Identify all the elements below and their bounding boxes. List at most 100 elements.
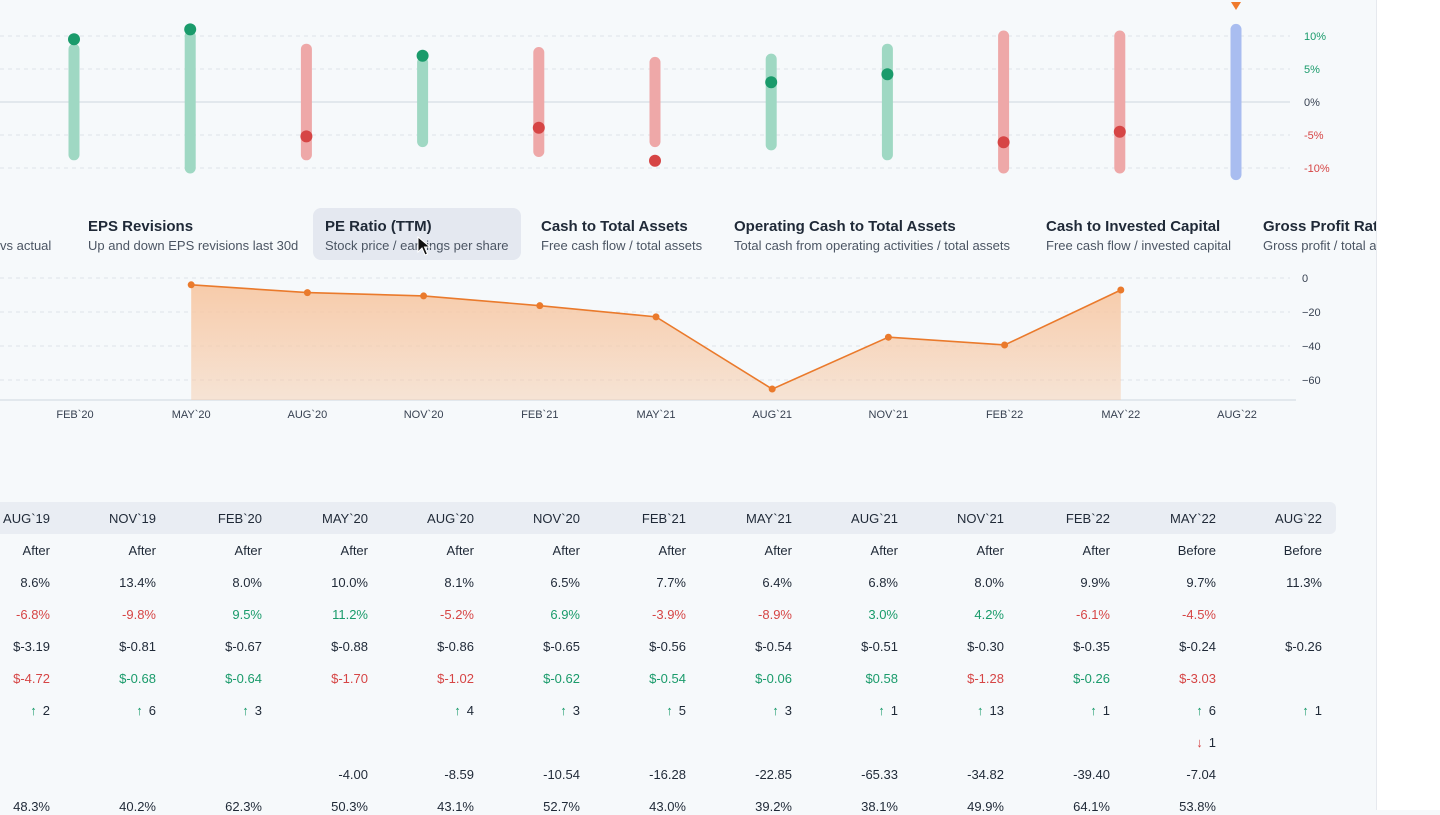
table-cell-revisions-up: ↑ 3 (682, 703, 792, 719)
pe-point[interactable] (768, 385, 776, 393)
pe-point[interactable] (420, 292, 428, 300)
metric-tab[interactable]: Cash to Invested Capital Free cash flow /… (1034, 208, 1243, 260)
table-cell-surprise: -9.8% (122, 607, 156, 622)
arrow-up-icon: ↑ (30, 703, 37, 718)
table-cell-eps-estimate: $-0.81 (119, 639, 156, 654)
table-cell-revisions-up: ↑ 2 (0, 703, 50, 719)
page-scrollbar[interactable] (1376, 0, 1440, 810)
pe-point[interactable] (652, 313, 660, 321)
table-cell-pe-ratio: -7.04 (1186, 767, 1216, 782)
table-cell-pe-ratio: -39.40 (1073, 767, 1110, 782)
table-cell-growth: 8.0% (232, 575, 262, 590)
table-cell-growth: 9.9% (1080, 575, 1110, 590)
metric-tab[interactable]: EPS Revisions Up and down EPS revisions l… (76, 208, 310, 260)
arrow-up-icon: ↑ (560, 703, 567, 718)
table-cell-eps-actual: $-0.26 (1073, 671, 1110, 686)
table-cell-timing: After (446, 543, 474, 558)
table-cell-pe-ratio: -22.85 (755, 767, 792, 782)
surprise-dot[interactable] (881, 68, 894, 81)
table-cell-eps-estimate: $-0.86 (437, 639, 474, 654)
surprise-dot[interactable] (416, 49, 429, 62)
table-cell-eps-estimate: $-0.24 (1179, 639, 1216, 654)
revision-count: 13 (989, 703, 1004, 718)
metric-tab-subtitle: Up and down EPS revisions last 30d (88, 238, 299, 253)
surprise-dot[interactable] (184, 23, 197, 36)
table-cell-surprise: 3.0% (868, 607, 898, 622)
table-cell-eps-estimate: $-0.88 (331, 639, 368, 654)
table-cell-growth: 9.7% (1186, 575, 1216, 590)
metric-tab-subtitle: Free cash flow / total assets (541, 238, 703, 253)
pe-point[interactable] (536, 302, 544, 310)
table-cell-timing: After (1082, 543, 1110, 558)
pe-point[interactable] (884, 333, 892, 341)
table-cell-timing: After (976, 543, 1004, 558)
surprise-dot[interactable] (300, 130, 313, 143)
metric-tab-title: Operating Cash to Total Assets (734, 218, 956, 235)
metric-tab[interactable]: PE Ratio (TTM) Stock price / earnings per… (313, 208, 521, 260)
table-cell-headers: AUG`19 (3, 511, 50, 526)
arrow-up-icon: ↑ (242, 703, 249, 718)
table-cell-eps-actual: $-0.62 (543, 671, 580, 686)
pe-point[interactable] (1117, 286, 1125, 294)
table-cell-revisions-up: ↑ 3 (470, 703, 580, 719)
revision-count: 6 (148, 703, 156, 718)
pe-x-tick: FEB`21 (521, 409, 558, 421)
table-cell-headers: FEB`22 (1065, 511, 1110, 526)
current-period-marker-icon (1231, 2, 1241, 10)
arrow-up-icon: ↑ (1302, 703, 1309, 718)
surprise-dot[interactable] (765, 76, 778, 89)
metric-tab-title: PE Ratio (TTM) (325, 218, 432, 235)
table-cell-eps-estimate: $-0.30 (967, 639, 1004, 654)
surprise-dot[interactable] (649, 154, 661, 167)
surprise-dot[interactable] (997, 136, 1010, 149)
revision-count: 1 (1314, 703, 1322, 718)
table-cell-eps-estimate: $-3.19 (13, 639, 50, 654)
table-cell-eps-estimate: $-0.54 (755, 639, 792, 654)
arrow-up-icon: ↑ (1090, 703, 1097, 718)
table-cell-revisions-up: ↑ 1 (1000, 703, 1110, 719)
arrow-up-icon: ↑ (772, 703, 779, 718)
table-cell-last-row: 52.7% (543, 799, 580, 814)
pe-x-tick: AUG`21 (752, 409, 792, 421)
table-cell-revisions-up: ↑ 5 (576, 703, 686, 719)
table-cell-last-row: 50.3% (331, 799, 368, 814)
table-cell-surprise: 9.5% (232, 607, 262, 622)
table-cell-growth: 8.6% (20, 575, 50, 590)
table-cell-eps-actual: $-1.02 (437, 671, 474, 686)
table-cell-eps-estimate: $-0.56 (649, 639, 686, 654)
pe-ratio-area-chart: 0 −20 −40 −60 FEB`20 MAY`20 AUG`20 NOV`20 FEB`21… (0, 273, 1321, 421)
table-cell-timing: After (22, 543, 50, 558)
surprise-dot[interactable] (532, 121, 545, 134)
pe-x-tick: MAY`22 (1101, 409, 1140, 421)
pe-point[interactable] (303, 289, 311, 297)
metric-tab[interactable]: vs actual (0, 208, 63, 260)
pe-x-tick: FEB`20 (56, 409, 93, 421)
table-cell-last-row: 43.0% (649, 799, 686, 814)
pe-point[interactable] (1001, 341, 1009, 349)
table-cell-surprise: -6.1% (1076, 607, 1110, 622)
table-cell-revisions-up: ↑ 1 (1212, 703, 1322, 719)
table-cell-timing: Before (1177, 543, 1216, 558)
revision-count: 2 (42, 703, 50, 718)
table-cell-headers: NOV`19 (109, 511, 156, 526)
table-cell-timing: After (128, 543, 156, 558)
metric-tab[interactable]: Cash to Total Assets Free cash flow / tot… (529, 208, 714, 260)
surprise-dot[interactable] (68, 33, 80, 46)
revision-count: 3 (572, 703, 580, 718)
table-cell-eps-actual: $-0.68 (119, 671, 156, 686)
metric-tab[interactable]: Operating Cash to Total Assets Total cash… (722, 208, 1022, 260)
table-cell-timing: After (870, 543, 898, 558)
metric-tab[interactable]: Gross Profit Ratio Gross profit / total a… (1251, 208, 1376, 260)
pe-y-tick: −40 (1302, 341, 1321, 353)
table-cell-surprise: 4.2% (974, 607, 1004, 622)
table-cell-last-row: 43.1% (437, 799, 474, 814)
pe-y-tick: −60 (1302, 375, 1321, 387)
metric-tab-subtitle: Gross profit / total assets (1263, 238, 1376, 253)
surprise-dot[interactable] (1113, 125, 1126, 138)
table-cell-revisions-up: ↑ 4 (364, 703, 474, 719)
table-cell-timing: After (552, 543, 580, 558)
pe-point[interactable] (187, 281, 195, 289)
table-cell-headers: FEB`21 (641, 511, 686, 526)
revision-count: 1 (1102, 703, 1110, 718)
table-cell-timing: After (764, 543, 792, 558)
